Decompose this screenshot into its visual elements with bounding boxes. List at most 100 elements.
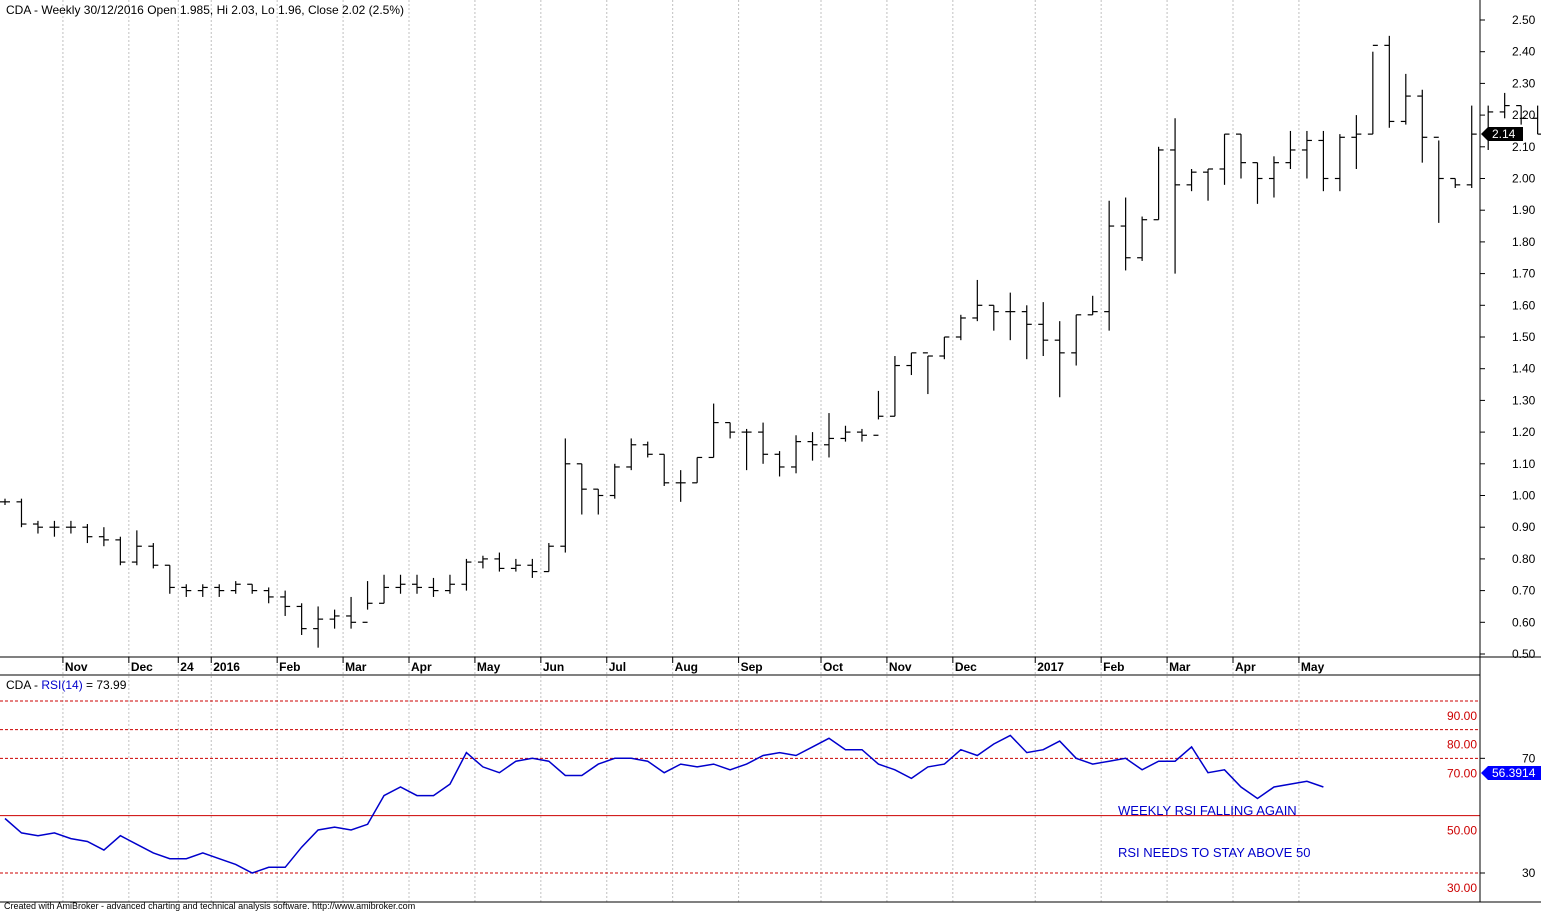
time-axis-label: 2017	[1037, 660, 1064, 674]
ohlc-bar	[1120, 197, 1131, 271]
ohlc-bar	[988, 304, 999, 331]
ohlc-bar	[1005, 292, 1016, 341]
ohlc-bar	[329, 609, 340, 629]
ohlc-bar	[1268, 156, 1279, 198]
rsi-tick-label: 30	[1522, 866, 1536, 880]
ohlc-bar	[1219, 133, 1230, 185]
price-tick-label: 2.30	[1512, 76, 1536, 90]
ohlc-bar	[774, 451, 785, 477]
price-tick-label: 1.60	[1512, 298, 1536, 312]
ohlc-bar	[1351, 115, 1362, 169]
ohlc-bar	[412, 574, 422, 594]
ohlc-bar	[263, 587, 274, 604]
time-axis-labels: Nov Dec 24 2016 Feb Mar Apr May Jun Jul Aug Sep Oct N…	[65, 660, 1325, 674]
time-axis-label: Mar	[1169, 660, 1191, 674]
ohlc-bar	[1054, 321, 1065, 398]
ohlc-bar	[1384, 35, 1395, 128]
ohlc-bar	[560, 438, 571, 553]
ohlc-bar	[1516, 104, 1527, 125]
ohlc-bar	[1367, 44, 1378, 135]
ohlc-bar	[0, 498, 10, 506]
ohlc-bar	[543, 543, 554, 573]
rsi-tick-label: 70	[1522, 751, 1536, 765]
ohlc-bar	[49, 520, 60, 537]
annotation-rsi-above-50: RSI NEEDS TO STAY ABOVE 50	[1118, 845, 1310, 860]
ohlc-bar	[1137, 216, 1148, 261]
ohlc-bar	[824, 413, 834, 458]
ohlc-bar	[82, 524, 93, 544]
ohlc-bar	[675, 470, 686, 502]
ohlc-bar	[609, 463, 620, 499]
time-axis-label: Mar	[345, 660, 367, 674]
ohlc-bar	[576, 463, 587, 515]
ohlc-bar	[362, 581, 373, 623]
ohlc-bar	[32, 520, 43, 534]
rsi-title-indicator: RSI(14)	[41, 678, 82, 692]
ohlc-bar	[1170, 118, 1181, 274]
gridlines	[62, 0, 1300, 902]
ohlc-bar	[1071, 314, 1082, 366]
ohlc-bar	[1153, 146, 1164, 221]
rsi-level-label: 70.00	[1447, 766, 1477, 780]
ohlc-bar	[1285, 130, 1296, 169]
ohlc-bar	[181, 584, 192, 597]
price-tick-label: 0.90	[1512, 520, 1536, 534]
rsi-level-label: 90.00	[1447, 709, 1477, 723]
ohlc-bar	[313, 606, 324, 648]
price-tick-label: 1.90	[1512, 203, 1536, 217]
ohlc-bar	[708, 403, 719, 459]
ohlc-bar	[840, 425, 851, 442]
price-tick-label: 1.80	[1512, 235, 1536, 249]
price-tick-label: 0.60	[1512, 615, 1536, 629]
ohlc-bar	[791, 435, 802, 474]
last-rsi-value: 56.3914	[1492, 766, 1536, 780]
ohlc-bar	[131, 530, 142, 566]
ohlc-bar	[1186, 168, 1197, 192]
rsi-level-label: 80.00	[1447, 738, 1477, 752]
ohlc-bar	[197, 584, 208, 597]
ohlc-bar	[395, 574, 406, 594]
ohlc-bar	[428, 577, 439, 597]
time-axis-label: May	[477, 660, 501, 674]
ohlc-bar	[115, 536, 126, 566]
ohlc-bar	[939, 336, 950, 360]
ohlc-bar	[807, 432, 818, 461]
ohlc-bar	[230, 581, 241, 594]
price-tick-label: 0.70	[1512, 584, 1536, 598]
ohlc-bar	[1087, 295, 1098, 316]
ohlc-bar	[65, 520, 76, 534]
time-axis-label: 24	[180, 660, 194, 674]
price-tick-label: 1.10	[1512, 457, 1536, 471]
rsi-level-lines	[0, 700, 1480, 874]
ohlc-bar	[214, 584, 225, 597]
ohlc-bar	[1252, 162, 1263, 204]
ohlc-bar	[16, 498, 27, 528]
ohlc-bar	[1499, 92, 1510, 119]
price-tick-label: 2.20	[1512, 108, 1536, 122]
price-tick-label: 2.00	[1512, 172, 1536, 186]
rsi-panel-title: CDA - RSI(14) = 73.99	[6, 678, 127, 692]
ohlc-bar	[1301, 130, 1312, 179]
price-axis-ticks: 0.50 0.60 0.70 0.80 0.90 1.00 1.10 1.20 1.30 1.40…	[1480, 13, 1536, 661]
ohlc-bar	[659, 453, 670, 486]
price-tick-label: 0.50	[1512, 647, 1536, 661]
ohlc-bar	[1318, 130, 1329, 192]
ohlc-bar	[741, 428, 752, 471]
price-tick-label: 1.50	[1512, 330, 1536, 344]
ohlc-bar	[955, 314, 966, 341]
ohlc-bar	[758, 422, 769, 464]
rsi-title-value: = 73.99	[83, 678, 127, 692]
price-tick-label: 1.70	[1512, 267, 1536, 281]
time-axis-label: Feb	[1103, 660, 1124, 674]
ohlc-bar	[1334, 134, 1345, 192]
ohlc-bar	[1450, 177, 1461, 189]
rsi-line	[4, 734, 1324, 874]
ohlc-bar	[1532, 105, 1541, 135]
ohlc-bar	[725, 421, 736, 439]
ohlc-bar	[164, 564, 175, 594]
ohlc-bar	[972, 279, 983, 322]
ohlc-bar	[1400, 73, 1411, 125]
ohlc-bar	[477, 555, 488, 569]
